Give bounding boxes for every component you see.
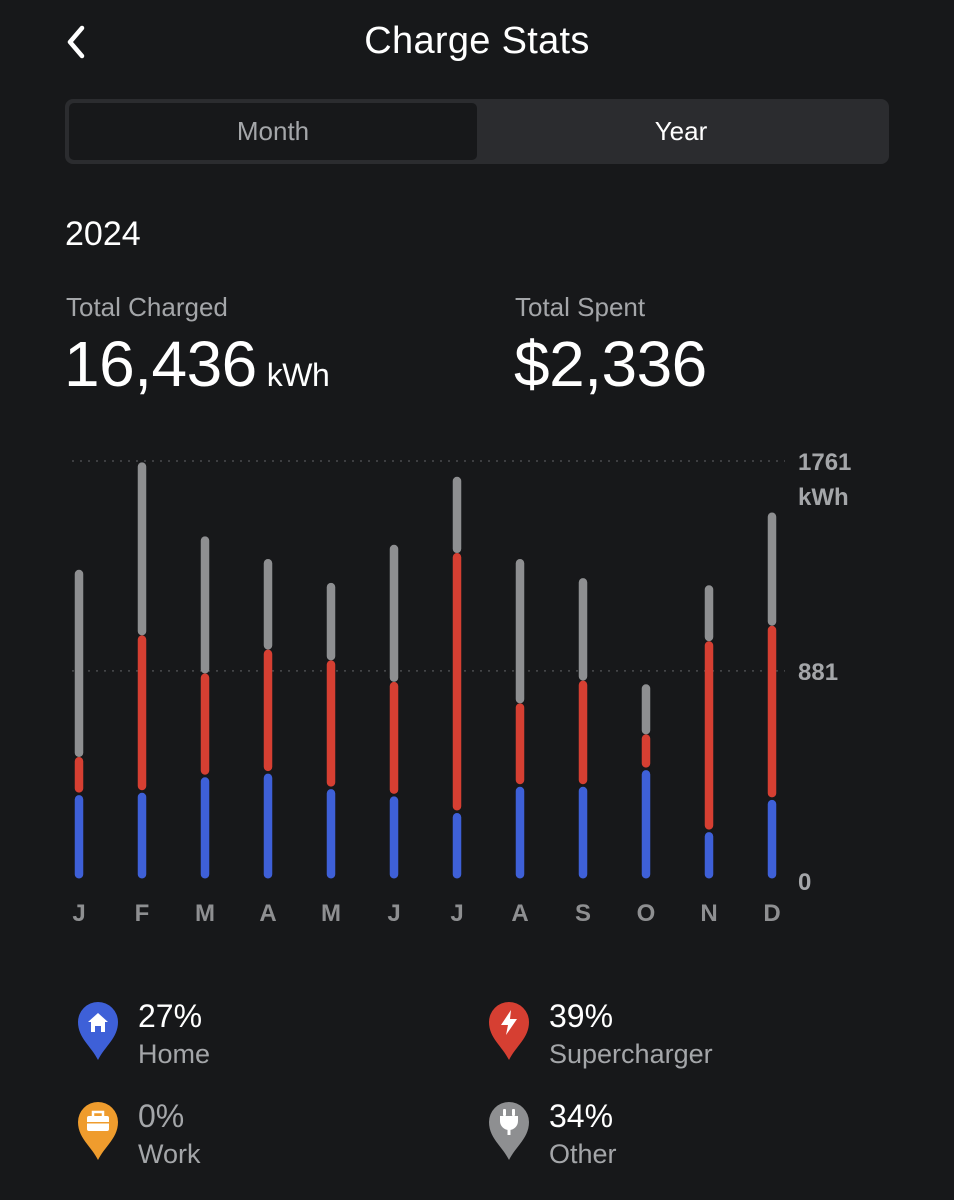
total-charged-number: 16,436 [64, 328, 257, 400]
bar-segment-other [326, 582, 336, 661]
x-tick-label: A [259, 900, 276, 927]
bar-segment-other [137, 462, 147, 636]
x-tick-label: M [321, 900, 341, 927]
bar-segment-other [767, 512, 777, 626]
bar-segment-supercharger [389, 681, 399, 794]
bar-segment-home [515, 786, 525, 879]
bar-segment-supercharger [263, 649, 273, 772]
total-charged-value: 16,436 kWh [64, 327, 330, 401]
bar-segment-supercharger [326, 660, 336, 787]
bar-segment-other [578, 578, 588, 681]
bar-segment-home [641, 770, 651, 879]
bar-segment-home [200, 777, 210, 879]
legend-supercharger: 39% Supercharger [487, 998, 713, 1072]
bar-segment-supercharger [704, 641, 714, 830]
bar-segment-other [515, 559, 525, 704]
x-tick-label: O [637, 900, 656, 927]
x-tick-label: J [387, 900, 400, 927]
bar-segment-supercharger [200, 673, 210, 775]
x-tick-label: F [135, 900, 150, 927]
bar-segment-other [74, 569, 84, 757]
bar-segment-other [452, 476, 462, 554]
bar-segment-other [704, 585, 714, 642]
back-button[interactable] [58, 22, 94, 62]
legend-work: 0% Work [76, 1098, 201, 1172]
total-charged-unit: kWh [266, 357, 330, 393]
total-spent-label: Total Spent [515, 292, 646, 322]
legend-supercharger-percent: 39% [549, 998, 614, 1034]
legend-supercharger-label: Supercharger [549, 1039, 713, 1069]
briefcase-pin-icon [78, 1102, 118, 1160]
legend-home-percent: 27% [138, 998, 203, 1034]
y-tick-unit: kWh [798, 484, 849, 511]
bar-segment-home [767, 799, 777, 879]
total-charged-label: Total Charged [66, 292, 228, 322]
y-tick-label: 0 [798, 869, 811, 896]
bar-segment-home [263, 773, 273, 879]
bolt-pin-icon [489, 1002, 529, 1060]
bar-segment-other [641, 684, 651, 735]
legend-home-label: Home [138, 1039, 211, 1069]
page-title: Charge Stats [364, 20, 590, 62]
x-tick-label: J [72, 900, 85, 927]
home-pin-icon [78, 1002, 118, 1060]
legend-other-label: Other [549, 1139, 617, 1169]
y-tick-label: 881 [798, 659, 838, 686]
x-tick-label: D [763, 900, 780, 927]
legend-work-label: Work [138, 1139, 201, 1169]
bar-segment-other [263, 559, 273, 650]
legend-other-percent: 34% [549, 1098, 614, 1134]
bar-segment-home [704, 832, 714, 879]
bar-segment-home [578, 786, 588, 879]
tab-month[interactable]: Month [69, 103, 477, 160]
y-tick-label: 1761 [798, 449, 851, 476]
x-tick-label: M [195, 900, 215, 927]
monthly-charge-chart: 1761 kWh 881 0 J F M A M J J A S O N D [72, 449, 851, 927]
total-spent-value: $2,336 [514, 328, 707, 400]
bar-segment-supercharger [641, 734, 651, 768]
bar-segment-supercharger [515, 703, 525, 785]
bar-segment-supercharger [578, 680, 588, 785]
bar-segment-supercharger [452, 553, 462, 811]
x-tick-label: N [700, 900, 717, 927]
bar-segment-home [74, 795, 84, 879]
bar-segment-supercharger [137, 635, 147, 791]
bar-segment-home [326, 789, 336, 879]
chevron-left-icon [67, 25, 85, 59]
x-tick-label: J [450, 900, 463, 927]
legend-other: 34% Other [487, 1098, 617, 1172]
plug-pin-icon [489, 1102, 529, 1160]
bar-segment-home [137, 792, 147, 879]
tab-year[interactable]: Year [654, 116, 708, 146]
bar-segment-supercharger [767, 625, 777, 798]
bar-segment-other [389, 544, 399, 682]
period-label: 2024 [65, 215, 141, 253]
x-tick-label: A [511, 900, 528, 927]
bar-segment-supercharger [74, 756, 84, 793]
period-segmented-control: Month Year [65, 99, 889, 164]
bar-segment-other [200, 536, 210, 674]
bar-segment-home [452, 813, 462, 879]
x-tick-label: S [575, 900, 591, 927]
legend-home: 27% Home [76, 998, 210, 1072]
legend-work-percent: 0% [138, 1098, 185, 1134]
bar-segment-home [389, 796, 399, 879]
